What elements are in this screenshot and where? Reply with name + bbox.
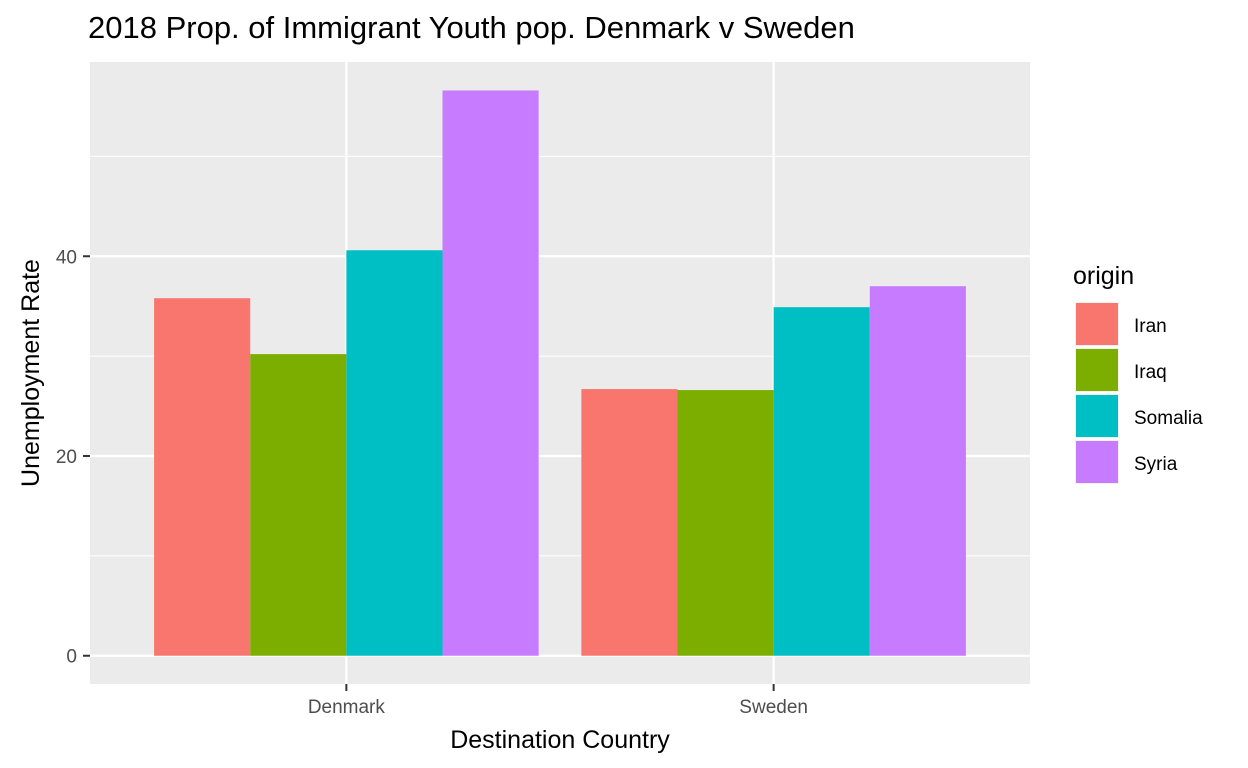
bar-sweden-syria xyxy=(869,286,966,656)
x-tick-label: Denmark xyxy=(308,697,386,718)
bar-denmark-syria xyxy=(442,90,539,656)
bar-denmark-iraq xyxy=(250,354,347,656)
legend-swatch-somalia xyxy=(1076,395,1118,437)
y-tick-label: 40 xyxy=(56,247,77,268)
y-tick-label: 20 xyxy=(56,447,77,468)
bar-sweden-somalia xyxy=(773,307,870,656)
bars xyxy=(154,90,966,656)
y-axis: 0 20 40 xyxy=(56,247,90,668)
legend-label: Iran xyxy=(1134,316,1167,337)
legend: origin Iran Iraq Somalia Syria xyxy=(1073,262,1203,484)
legend-title: origin xyxy=(1073,262,1134,290)
legend-swatch-syria xyxy=(1076,441,1118,483)
legend-label: Somalia xyxy=(1134,408,1203,429)
x-axis: Denmark Sweden xyxy=(308,684,808,718)
legend-label: Syria xyxy=(1134,454,1178,475)
bar-denmark-somalia xyxy=(346,250,443,656)
x-tick-label: Sweden xyxy=(739,697,808,718)
legend-swatch-iraq xyxy=(1076,349,1118,391)
bar-sweden-iran xyxy=(581,389,678,656)
y-axis-title: Unemployment Rate xyxy=(17,259,45,487)
bar-sweden-iraq xyxy=(677,390,774,656)
y-tick-label: 0 xyxy=(66,647,77,668)
chart-title: 2018 Prop. of Immigrant Youth pop. Denma… xyxy=(88,10,855,45)
x-axis-title: Destination Country xyxy=(450,726,670,754)
legend-label: Iraq xyxy=(1134,362,1167,383)
legend-swatch-iran xyxy=(1076,303,1118,345)
bar-denmark-iran xyxy=(154,298,251,656)
